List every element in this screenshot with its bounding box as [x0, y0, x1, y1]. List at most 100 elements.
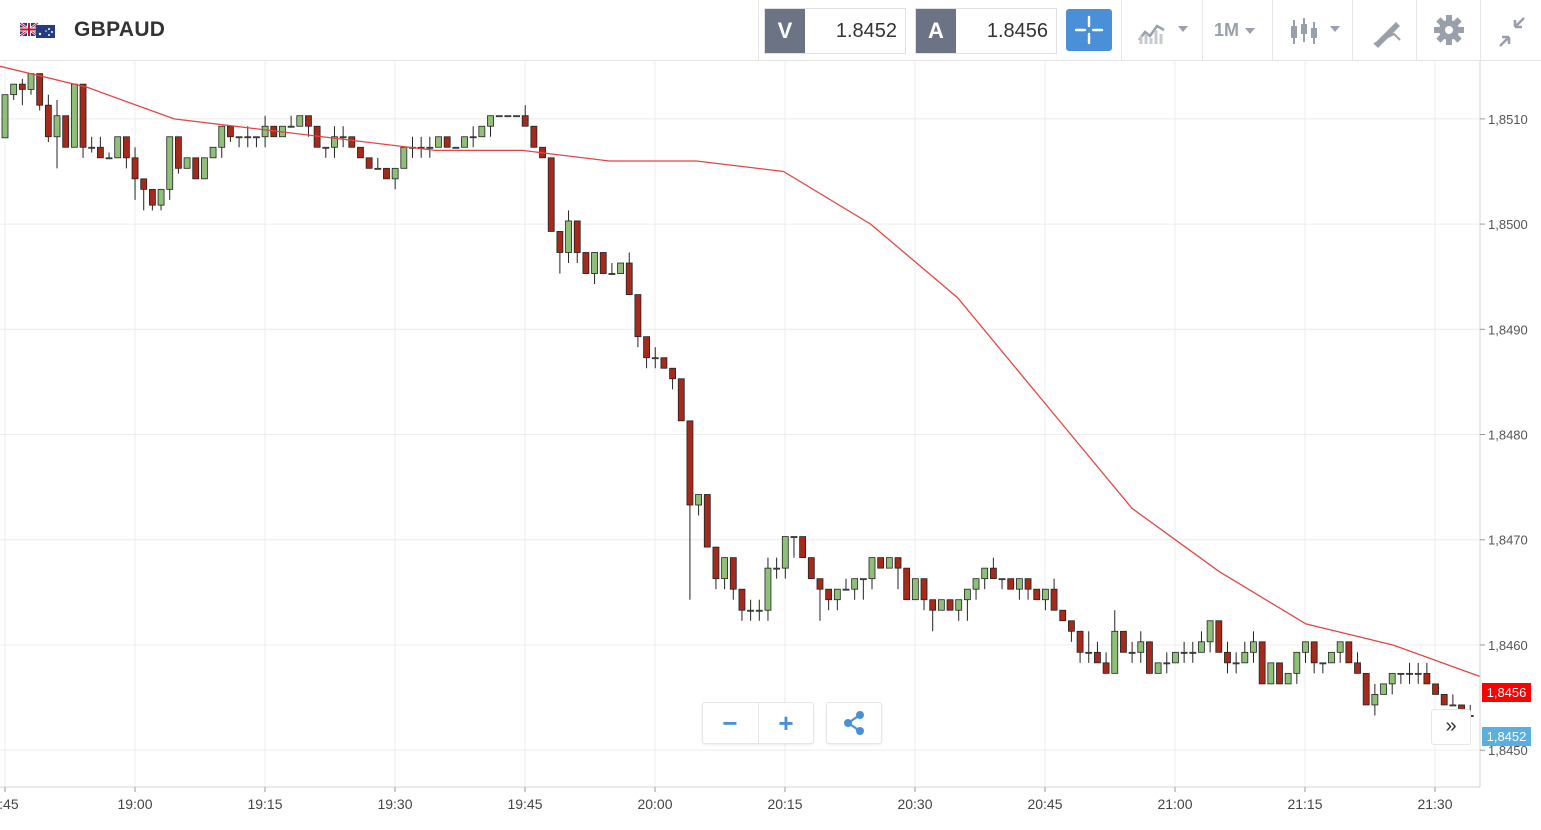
- candle-body: [1146, 641, 1153, 674]
- y-tick-label: 1,8510: [1488, 112, 1528, 127]
- candle-body: [1102, 662, 1110, 674]
- candle-body: [1414, 672, 1422, 675]
- candle-body: [903, 567, 911, 601]
- candle-body: [44, 104, 52, 138]
- candlestick-type-icon: [1291, 18, 1317, 44]
- candle-body: [495, 115, 503, 118]
- candle-body: [1319, 662, 1327, 665]
- candle-body: [911, 578, 919, 601]
- x-tick-label: 19:30: [377, 796, 412, 812]
- zoom-controls: − +: [702, 702, 814, 744]
- share-button[interactable]: [826, 702, 882, 744]
- candle-body: [218, 125, 226, 148]
- zoom-in-button[interactable]: +: [778, 708, 794, 738]
- y-tick-label: 1,8470: [1488, 533, 1528, 548]
- drawing-tools-button[interactable]: [1370, 10, 1402, 50]
- candle-body: [660, 357, 668, 369]
- crosshair-button[interactable]: [1066, 9, 1112, 51]
- candle-body: [669, 367, 676, 380]
- candle-body: [1232, 662, 1240, 665]
- collapse-button[interactable]: [1496, 10, 1528, 50]
- candle-body: [1172, 651, 1179, 664]
- candle-body: [1085, 651, 1093, 654]
- candle-body: [88, 146, 96, 149]
- candle-body: [1284, 672, 1292, 685]
- candle-body: [1189, 651, 1197, 654]
- ask-price-box[interactable]: A 1.8456: [915, 8, 1057, 54]
- candle-body: [339, 136, 347, 139]
- candle-body: [807, 557, 815, 580]
- candle-body: [617, 262, 624, 274]
- candle-body: [374, 167, 382, 170]
- candle-body: [1215, 620, 1223, 653]
- candle-body: [183, 157, 191, 169]
- x-tick-label: 19:15: [247, 796, 282, 812]
- indicators-button[interactable]: [1136, 10, 1194, 50]
- bid-value: 1.8452: [835, 20, 897, 42]
- ask-label: A: [916, 9, 956, 53]
- settings-button[interactable]: [1432, 10, 1466, 50]
- candle-body: [201, 157, 208, 180]
- candle-body: [764, 567, 772, 611]
- candle-body: [209, 146, 217, 159]
- candle-body: [253, 136, 260, 139]
- candle-body: [1120, 630, 1127, 653]
- candle-body: [643, 336, 650, 359]
- crosshair-icon: [1074, 15, 1104, 45]
- candle-body: [1354, 662, 1361, 674]
- candle-body: [322, 146, 330, 149]
- x-tick-label: 20:15: [767, 796, 802, 812]
- bid-price-box[interactable]: V 1.8452: [764, 8, 906, 54]
- candle-body: [1380, 683, 1387, 695]
- candle-body: [1007, 578, 1015, 590]
- candle-body: [166, 136, 174, 190]
- candle-body: [1163, 662, 1171, 665]
- candle-body: [894, 557, 902, 569]
- candle-body: [955, 599, 963, 611]
- candle-body: [105, 157, 113, 160]
- candle-body: [920, 578, 928, 601]
- candle-body: [357, 146, 364, 159]
- candle-body: [174, 136, 182, 169]
- candle-body: [747, 609, 755, 612]
- candle-body: [1094, 651, 1101, 664]
- candle-body: [972, 578, 980, 590]
- candle-body: [1024, 578, 1032, 590]
- y-tick-label: 1,8500: [1488, 217, 1528, 232]
- candle-body: [591, 252, 598, 274]
- symbol-title: GBPAUD: [74, 18, 166, 41]
- candle-body: [625, 262, 633, 295]
- candle-body: [365, 157, 373, 169]
- candle-body: [1111, 630, 1119, 674]
- price-chart[interactable]: 1,8450 1,8460 1,8470 1,8480 1,8490 1,8500 1,85…: [0, 61, 1541, 830]
- candle-body: [1345, 641, 1353, 664]
- x-tick-label: 20:30: [897, 796, 932, 812]
- timeframe-dropdown[interactable]: 1M: [1214, 10, 1264, 50]
- candle-body: [773, 567, 781, 570]
- chevron-down-icon: [1178, 26, 1188, 32]
- chart-type-button[interactable]: [1288, 10, 1344, 50]
- candle-body: [686, 420, 694, 506]
- candle-body: [1276, 662, 1283, 685]
- candle-body: [79, 83, 87, 148]
- scroll-right-button[interactable]: »: [1431, 709, 1471, 745]
- candle-body: [1076, 630, 1084, 653]
- zoom-out-button[interactable]: −: [722, 708, 738, 738]
- y-tick-label: 1,8480: [1488, 428, 1528, 443]
- candle-body: [573, 220, 581, 253]
- candle-body: [859, 578, 867, 581]
- candle-body: [1267, 662, 1275, 685]
- candle-body: [790, 536, 798, 538]
- divider: [1272, 0, 1273, 60]
- candle-body: [530, 125, 538, 148]
- chevron-down-icon: [1330, 26, 1340, 32]
- x-tick-label: 20:00: [637, 796, 672, 812]
- candle-body: [192, 157, 200, 180]
- bid-price-marker: 1,8452: [1482, 727, 1531, 746]
- candle-body: [331, 136, 338, 148]
- candle-body: [1293, 651, 1301, 674]
- candle-body: [565, 220, 572, 253]
- candle-body: [937, 599, 945, 611]
- candle-body: [755, 609, 763, 612]
- candle-body: [1224, 651, 1231, 664]
